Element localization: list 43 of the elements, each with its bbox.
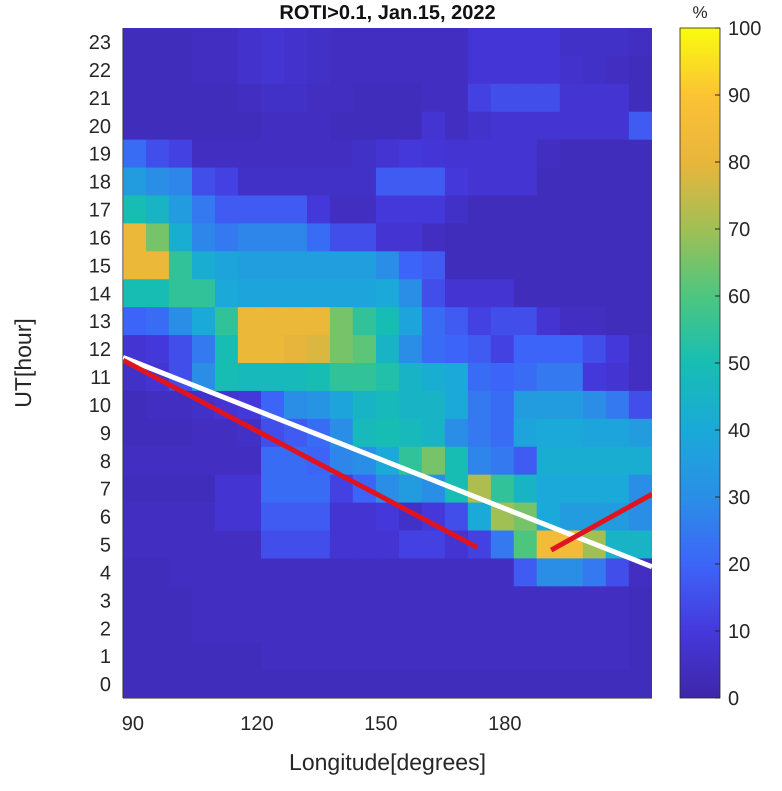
y-tick-label: 6 (100, 506, 111, 529)
x-tick-label: 180 (488, 713, 522, 736)
color-bar-label: 10 (728, 621, 750, 643)
y-tick-label: 12 (88, 339, 111, 362)
color-bar-label: 70 (728, 219, 750, 241)
y-tick-label: 1 (100, 646, 111, 668)
y-tick-label: 16 (88, 227, 111, 250)
color-bar-label: 100 (728, 18, 762, 40)
color-bar-label: 90 (728, 85, 750, 107)
y-tick-label: 21 (88, 88, 111, 110)
y-axis-title: UT[hour] (10, 318, 36, 408)
color-bar-label: 30 (728, 487, 750, 509)
y-tick-label: 0 (100, 674, 111, 696)
color-bar-label: 40 (728, 420, 750, 442)
y-tick-label: 9 (100, 422, 111, 445)
color-bar-title: % (692, 3, 708, 22)
y-tick-label: 4 (100, 562, 111, 584)
y-tick-label: 13 (88, 311, 111, 334)
y-tick-label: 18 (88, 172, 111, 194)
y-tick-label: 15 (88, 255, 111, 278)
color-bar-label: 20 (728, 554, 750, 576)
chart-title: ROTI>0.1, Jan.15, 2022 (278, 2, 497, 25)
y-tick-label: 5 (100, 534, 111, 557)
y-tick-label: 2 (100, 618, 111, 640)
color-bar-label: 0 (728, 688, 740, 710)
x-tick-label: 150 (364, 713, 398, 736)
y-tick-label: 14 (88, 283, 111, 306)
y-tick-label: 8 (100, 450, 111, 473)
x-tick-label: 120 (240, 713, 274, 736)
y-tick-label: 7 (100, 478, 111, 501)
y-tick-label: 19 (88, 144, 111, 166)
y-tick-label: 3 (100, 590, 111, 612)
y-tick-label: 11 (90, 367, 111, 390)
y-tick-label: 23 (88, 32, 111, 54)
color-bar-label: 60 (728, 286, 750, 308)
y-tick-label: 22 (88, 60, 111, 82)
x-axis-title: Longitude[degrees] (289, 749, 486, 775)
color-bar-label: 50 (728, 353, 750, 375)
y-tick-label: 10 (88, 394, 111, 417)
y-tick-label: 20 (88, 116, 111, 138)
x-tick-label: 90 (122, 713, 144, 736)
y-tick-label: 17 (88, 200, 111, 222)
color-bar-label: 80 (728, 152, 750, 174)
